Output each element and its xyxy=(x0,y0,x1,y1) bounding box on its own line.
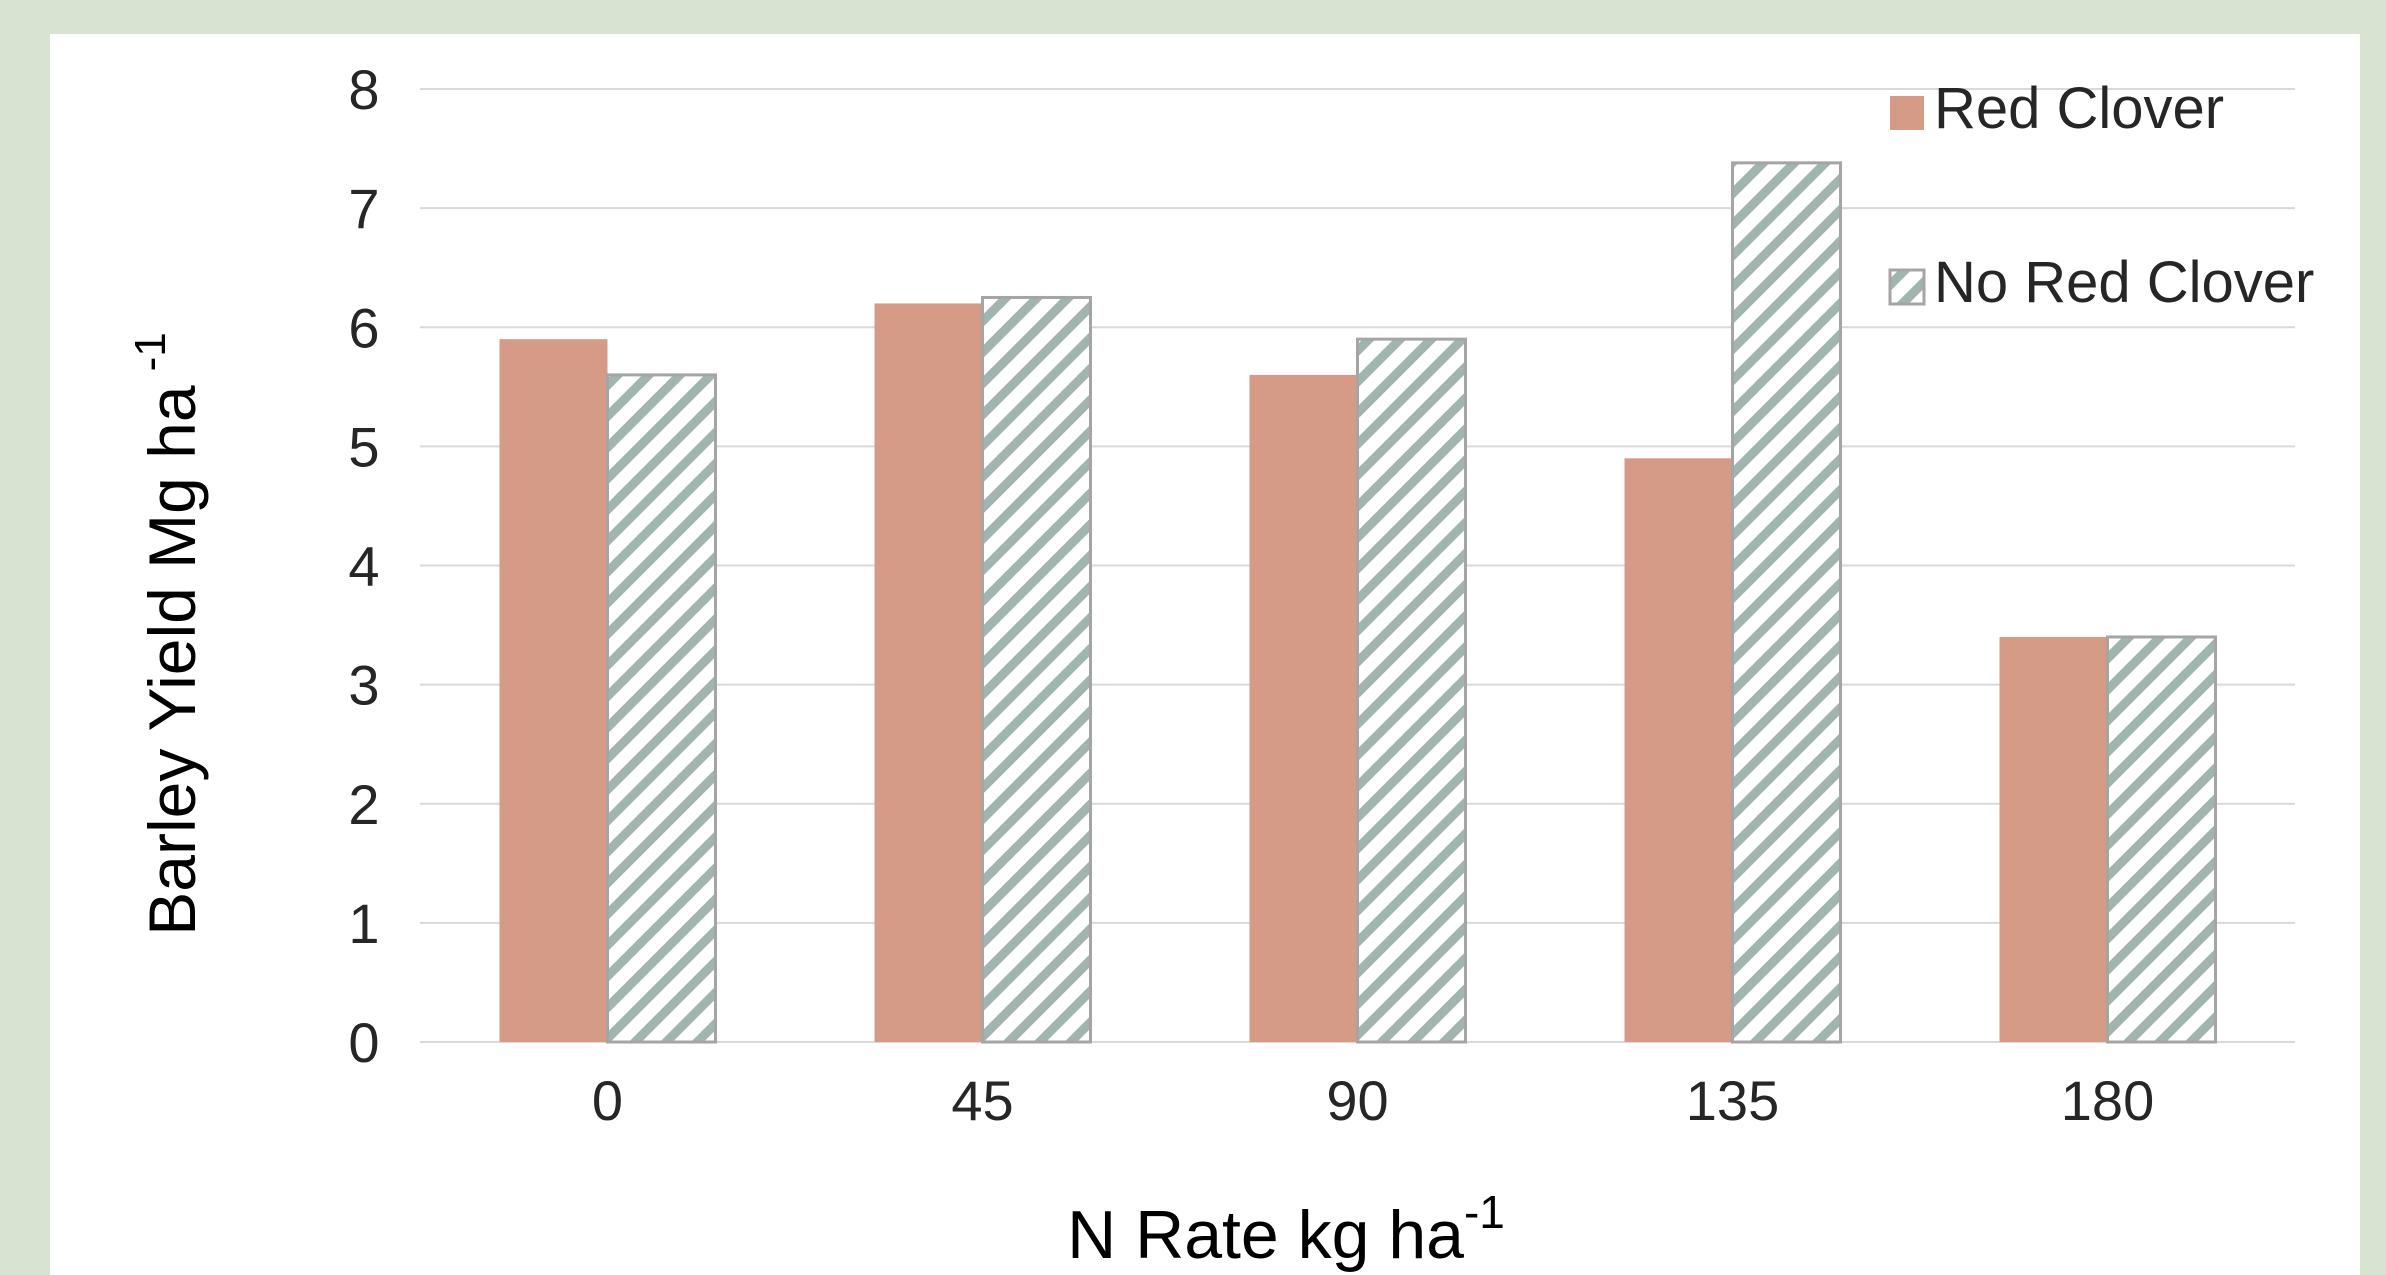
bar-no-red-clover-0 xyxy=(606,373,717,1044)
bar-red-clover-45 xyxy=(874,303,983,1042)
x-tick-label: 45 xyxy=(951,1069,1013,1132)
y-tick-label: 2 xyxy=(348,773,379,836)
bar-no-red-clover-180 xyxy=(2106,635,2217,1044)
x-axis-title-main: N Rate kg ha xyxy=(1067,1197,1464,1273)
bar-red-clover-135 xyxy=(1624,458,1733,1043)
legend-label-no-red-clover: No Red Clover xyxy=(1934,250,2314,315)
y-tick-label: 7 xyxy=(348,177,379,240)
bar-red-clover-90 xyxy=(1249,374,1358,1042)
y-axis-ticks: 0 1 2 3 4 5 6 7 8 xyxy=(348,58,379,1074)
bar-no-red-clover-45 xyxy=(981,295,1092,1044)
y-tick-label: 8 xyxy=(348,58,379,121)
x-tick-label: 180 xyxy=(2061,1069,2154,1132)
legend: Red Clover No Red Clover xyxy=(1888,76,2314,315)
legend-swatch-no-red-clover xyxy=(1888,268,1926,306)
y-tick-label: 3 xyxy=(348,654,379,717)
y-axis-title-main: Barley Yield Mg ha xyxy=(135,385,209,936)
x-tick-label: 0 xyxy=(592,1069,623,1132)
x-axis-title-superscript: -1 xyxy=(1464,1186,1505,1238)
legend-label-red-clover: Red Clover xyxy=(1934,76,2224,141)
bar-red-clover-0 xyxy=(499,339,608,1043)
x-tick-label: 135 xyxy=(1686,1069,1779,1132)
bar-no-red-clover-90 xyxy=(1356,337,1467,1044)
y-tick-label: 6 xyxy=(348,296,379,359)
bar-red-clover-180 xyxy=(1999,636,2108,1042)
bars xyxy=(499,161,2217,1044)
legend-swatch-red-clover xyxy=(1890,96,1924,130)
y-axis-title: Barley Yield Mg ha -1 xyxy=(126,332,209,935)
y-tick-label: 0 xyxy=(348,1011,379,1074)
x-axis-ticks: 0 45 90 135 180 xyxy=(592,1069,2154,1132)
bar-no-red-clover-135 xyxy=(1731,161,1842,1044)
y-axis-title-superscript: -1 xyxy=(126,332,175,371)
y-tick-label: 5 xyxy=(348,415,379,478)
x-tick-label: 90 xyxy=(1326,1069,1388,1132)
y-tick-label: 4 xyxy=(348,535,379,598)
x-axis-title: N Rate kg ha-1 xyxy=(1067,1186,1505,1273)
y-tick-label: 1 xyxy=(348,892,379,955)
